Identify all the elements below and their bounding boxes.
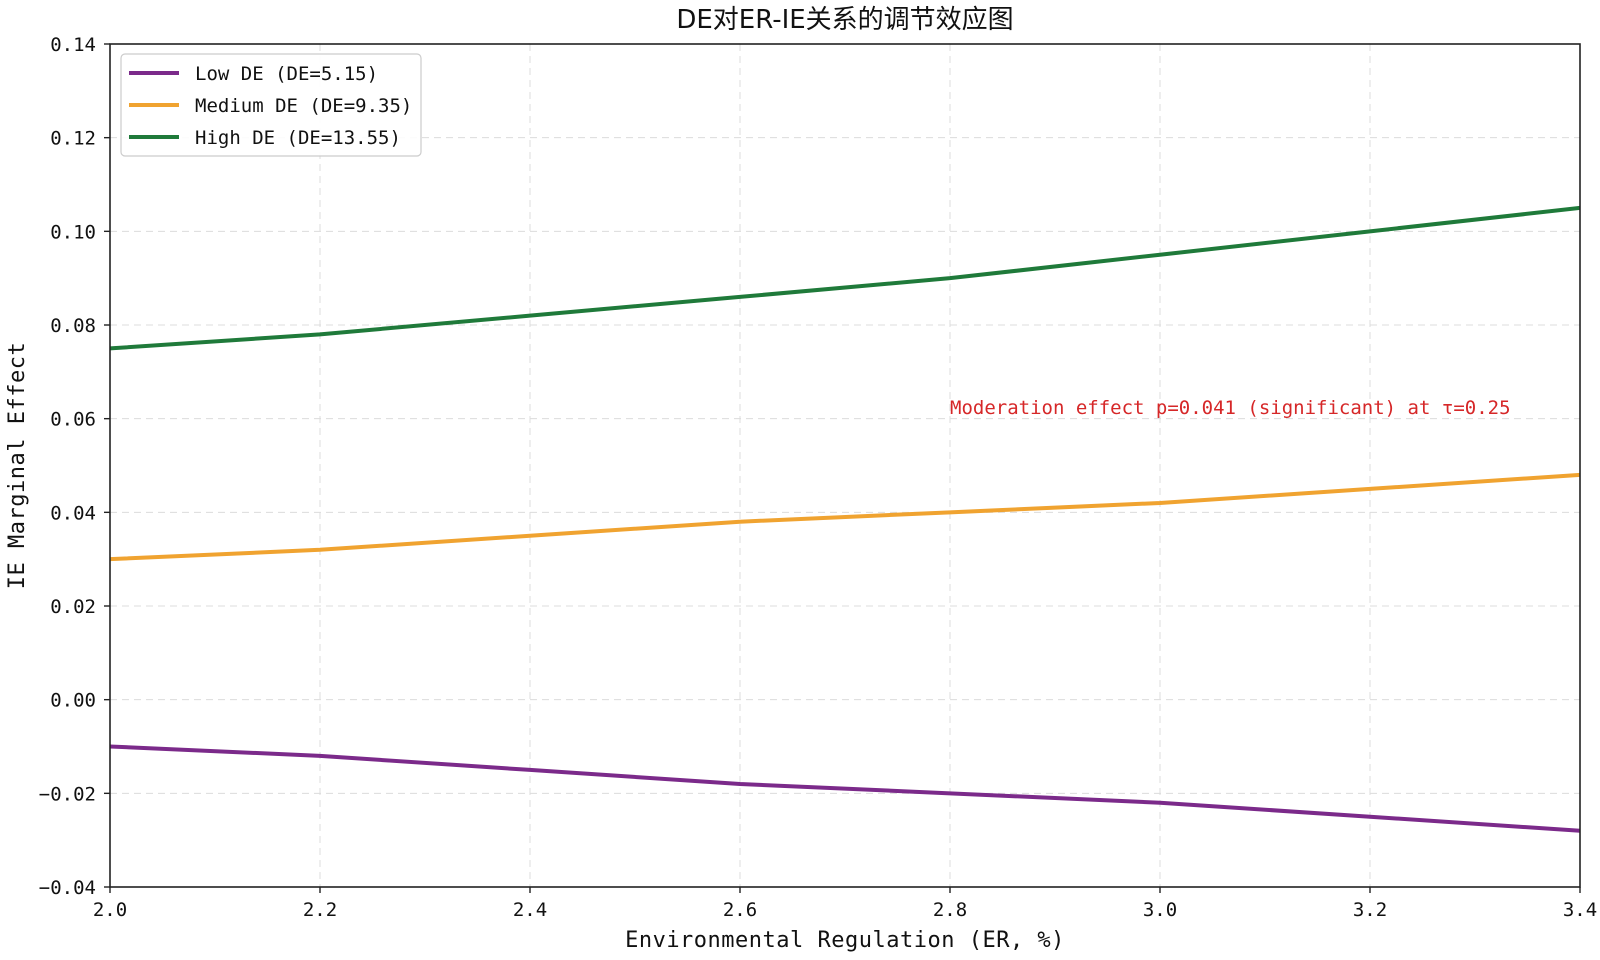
x-tick-label: 3.0 bbox=[1143, 899, 1177, 921]
annotations: Moderation effect p=0.041 (significant) … bbox=[950, 397, 1511, 419]
y-tick-label: 0.00 bbox=[50, 690, 96, 712]
legend-box bbox=[120, 53, 422, 157]
axis-ticks: 2.0 2.2 2.4 2.6 2.8 3.0 3.2 3.4 −0.04 −0.02 0.00 0.… bbox=[39, 34, 1597, 921]
x-tick-label: 3.2 bbox=[1353, 899, 1387, 921]
legend-label: High DE (DE=13.55) bbox=[195, 127, 401, 149]
x-tick-label: 3.4 bbox=[1563, 899, 1597, 921]
x-tick-label: 2.0 bbox=[93, 899, 127, 921]
y-tick-label: 0.04 bbox=[50, 502, 96, 524]
series-line-1 bbox=[109, 744, 1581, 833]
series-line-2 bbox=[109, 472, 1581, 562]
y-tick-label: 0.10 bbox=[50, 221, 96, 243]
y-tick-label: 0.14 bbox=[50, 34, 96, 56]
y-tick-label: 0.12 bbox=[50, 128, 96, 150]
annotation-text: Moderation effect p=0.041 (significant) … bbox=[950, 397, 1511, 419]
y-tick-label: 0.02 bbox=[50, 596, 96, 618]
legend-label: Low DE (DE=5.15) bbox=[195, 63, 378, 85]
y-tick-label: 0.08 bbox=[50, 315, 96, 337]
legend: Low DE (DE=5.15) Medium DE (DE=9.35) High … bbox=[120, 53, 422, 157]
plot-frame bbox=[109, 43, 1581, 888]
grid-lines bbox=[109, 43, 1581, 888]
x-tick-label: 2.6 bbox=[723, 899, 757, 921]
chart-title: DE对ER-IE关系的调节效应图 bbox=[676, 5, 1013, 35]
x-axis-title: Environmental Regulation (ER, %) bbox=[625, 928, 1065, 953]
y-tick-label: −0.04 bbox=[39, 877, 96, 899]
series-lines bbox=[109, 205, 1581, 833]
y-tick-label: −0.02 bbox=[39, 783, 96, 805]
legend-label: Medium DE (DE=9.35) bbox=[195, 95, 412, 117]
x-tick-label: 2.2 bbox=[303, 899, 337, 921]
y-axis-title: IE Marginal Effect bbox=[5, 342, 30, 589]
x-tick-label: 2.4 bbox=[513, 899, 547, 921]
series-line-3 bbox=[109, 205, 1581, 351]
x-tick-label: 2.8 bbox=[933, 899, 967, 921]
y-tick-label: 0.06 bbox=[50, 409, 96, 431]
